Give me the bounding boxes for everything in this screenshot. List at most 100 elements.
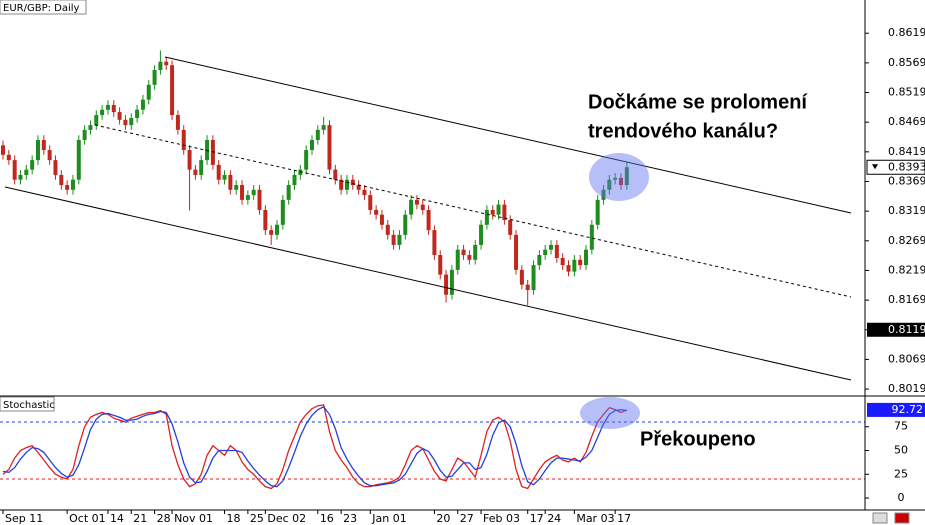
price-box xyxy=(866,159,925,175)
candle-body xyxy=(467,255,472,260)
highlight-ellipse xyxy=(580,397,640,429)
candle-body xyxy=(525,284,530,291)
candle-body xyxy=(554,244,559,258)
x-tick-label: 23 xyxy=(343,512,357,525)
candle-body xyxy=(6,154,11,161)
x-tick-label: Feb 03 xyxy=(483,512,520,525)
candle-body xyxy=(397,234,402,245)
y-tick-label: 0.8519 xyxy=(888,86,925,99)
level-box xyxy=(867,322,925,337)
candle-body xyxy=(566,265,571,272)
x-tick-label: 16 xyxy=(320,512,334,525)
candle-body xyxy=(257,189,262,210)
candle-body xyxy=(199,160,204,175)
candle-body xyxy=(263,209,268,231)
candle-body xyxy=(164,61,169,66)
candle-body xyxy=(269,230,274,235)
candle-body xyxy=(315,129,320,140)
candle-body xyxy=(508,220,513,235)
candle-body xyxy=(140,99,145,110)
candle-body xyxy=(82,129,87,140)
candle-body xyxy=(344,179,349,190)
candle-body xyxy=(70,179,75,190)
x-tick-label: 14 xyxy=(110,512,124,525)
candle-body xyxy=(572,259,577,272)
marks xyxy=(0,50,865,490)
candle-body xyxy=(455,249,460,270)
candle-body xyxy=(158,61,163,70)
candle-body xyxy=(117,112,122,120)
y-tick-label: 0.8169 xyxy=(888,293,925,306)
candle-body xyxy=(35,139,40,161)
candle-body xyxy=(543,249,548,256)
candle-body xyxy=(403,214,408,235)
candle-body xyxy=(18,174,23,180)
chart-title: EUR/GBP: Daily xyxy=(3,3,80,14)
x-tick-label: 24 xyxy=(547,512,561,525)
x-tick-label: Sep 11 xyxy=(5,512,43,525)
annotation: trendového kanálu? xyxy=(588,120,778,142)
candle-body xyxy=(105,104,110,110)
candle-body xyxy=(298,169,303,175)
scroll-button[interactable] xyxy=(894,512,910,524)
candle-body xyxy=(47,150,52,161)
candle-body xyxy=(595,199,600,225)
candle-body xyxy=(432,230,437,256)
candle-body xyxy=(589,224,594,250)
candle-body xyxy=(181,129,186,151)
candle-body xyxy=(578,259,583,266)
trend-channel xyxy=(4,56,852,381)
candle-body xyxy=(618,177,623,186)
y-tick-label: 0.8569 xyxy=(888,56,925,69)
y-tick-label: 25 xyxy=(894,467,908,480)
candle-body xyxy=(1,145,5,155)
candle-body xyxy=(41,139,46,151)
x-tick-label: Dec 02 xyxy=(267,512,306,525)
candle-body xyxy=(309,139,314,151)
candle-body xyxy=(584,249,588,266)
candle-body xyxy=(613,177,618,180)
y-tick-label: 0.8219 xyxy=(888,263,925,276)
candle-body xyxy=(129,118,134,126)
candle-body xyxy=(549,244,554,250)
candle-body xyxy=(222,174,227,180)
title-box xyxy=(0,396,55,412)
candle-body xyxy=(193,169,198,175)
candle-body xyxy=(170,65,175,116)
candle-body xyxy=(59,174,64,186)
candle-body xyxy=(414,199,419,205)
x-tick-label: 28 xyxy=(157,512,171,525)
candle-body xyxy=(333,169,338,180)
candle-body xyxy=(53,160,58,175)
x-tick-label: 21 xyxy=(133,512,147,525)
candle-body xyxy=(286,185,291,200)
candle-body xyxy=(216,164,221,180)
candle-body xyxy=(152,69,157,85)
candle-body xyxy=(391,234,396,245)
x-tick-label: 17 xyxy=(617,512,631,525)
candle-body xyxy=(531,265,536,291)
annotation: Překoupeno xyxy=(640,428,756,450)
scroll-button[interactable] xyxy=(872,512,888,524)
candle-body xyxy=(601,189,606,200)
y-tick-label: 75 xyxy=(894,420,908,433)
candle-body xyxy=(607,179,612,190)
y-tick-label: 0.8319 xyxy=(888,204,925,217)
candle-body xyxy=(426,209,431,231)
candle-body xyxy=(111,104,116,113)
candle-body xyxy=(350,179,355,186)
candle-body xyxy=(304,150,309,170)
y-tick-label: 0.8469 xyxy=(888,115,925,128)
candle-body xyxy=(210,139,215,165)
candle-body xyxy=(175,115,180,130)
candle-body xyxy=(88,125,93,130)
candle-body xyxy=(275,224,280,235)
chart-title: Stochastic xyxy=(3,400,55,411)
candle-body xyxy=(484,209,489,225)
candle-body xyxy=(514,234,519,270)
channel-upper xyxy=(164,56,852,214)
candle-body xyxy=(251,189,256,196)
candle-body xyxy=(280,199,285,225)
candle-body xyxy=(537,255,542,266)
